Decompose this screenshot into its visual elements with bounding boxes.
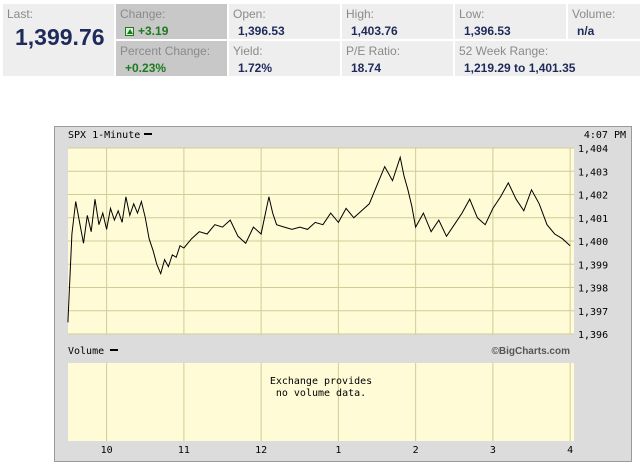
price-chart: SPX 1-Minute 4:07 PM Volume ©BigCharts.c… [54, 126, 632, 462]
chart-time: 4:07 PM [584, 130, 626, 141]
x-tick-label: 10 [101, 445, 113, 456]
volume-label: Volume: [572, 7, 616, 21]
yield-value: 1.72% [238, 61, 273, 75]
high-value: 1,403.76 [351, 24, 398, 38]
y-tick-label: 1,399 [578, 260, 608, 271]
up-arrow-icon [125, 27, 134, 36]
percent-change-cell: Percent Change: +0.23% [116, 41, 227, 76]
volume-cell: Volume: n/a [568, 4, 640, 39]
volume-title: Volume [68, 346, 104, 357]
y-tick-label: 1,398 [578, 284, 608, 295]
y-tick-label: 1,397 [578, 307, 608, 318]
last-label: Last: [7, 7, 34, 21]
price-legend-swatch [144, 133, 152, 135]
last-cell: Last: 1,399.76 [3, 4, 114, 76]
low-cell: Low: 1,396.53 [455, 4, 566, 39]
x-tick-label: 3 [490, 445, 496, 456]
low-value: 1,396.53 [464, 24, 511, 38]
yield-label: Yield: [233, 44, 263, 58]
open-label: Open: [233, 7, 266, 21]
y-tick-label: 1,403 [578, 167, 608, 178]
x-tick-label: 2 [413, 445, 419, 456]
x-axis-ticks: 10 11 12 1 2 3 4 [101, 445, 574, 456]
week52-value: 1,219.29 to 1,401.35 [464, 61, 576, 75]
y-tick-label: 1,404 [578, 144, 608, 155]
y-tick-label: 1,401 [578, 214, 608, 225]
open-cell: Open: 1,396.53 [229, 4, 340, 39]
y-tick-label: 1,400 [578, 237, 608, 248]
percent-change-value: +0.23% [125, 61, 167, 75]
volume-plot-area [68, 363, 574, 441]
x-tick-label: 4 [567, 445, 573, 456]
week52-cell: 52 Week Range: 1,219.29 to 1,401.35 [455, 41, 640, 76]
week52-label: 52 Week Range: [459, 44, 549, 58]
y-tick-label: 1,396 [578, 330, 608, 341]
low-label: Low: [459, 7, 485, 21]
percent-change-label: Percent Change: [120, 44, 211, 58]
pe-ratio-label: P/E Ratio: [346, 44, 401, 58]
x-tick-label: 12 [255, 445, 267, 456]
change-label: Change: [120, 7, 166, 21]
chart-credit: ©BigCharts.com [492, 346, 571, 357]
volume-value: n/a [577, 24, 595, 38]
chart-grid [68, 147, 574, 441]
change-value: +3.19 [138, 24, 169, 38]
y-axis-ticks: 1,404 1,403 1,402 1,401 1,400 1,399 1,398 1,397… [578, 144, 608, 341]
high-label: High: [346, 7, 375, 21]
chart-svg: SPX 1-Minute 4:07 PM Volume ©BigCharts.c… [67, 130, 626, 456]
pe-ratio-value: 18.74 [351, 61, 382, 75]
price-line [67, 155, 571, 323]
change-cell: Change: +3.19 [116, 4, 227, 39]
open-value: 1,396.53 [238, 24, 285, 38]
yield-cell: Yield: 1.72% [229, 41, 340, 76]
last-value: 1,399.76 [15, 24, 105, 50]
volume-legend-swatch [110, 349, 118, 351]
no-volume-line1: Exchange provides [270, 376, 372, 387]
change-value-wrap: +3.19 [125, 24, 168, 38]
y-tick-label: 1,402 [578, 191, 608, 202]
x-tick-label: 11 [178, 445, 190, 456]
price-title: SPX 1-Minute [68, 130, 140, 141]
no-volume-line2: no volume data. [276, 388, 366, 399]
high-cell: High: 1,403.76 [342, 4, 453, 39]
quote-summary: Last: 1,399.76 Change: +3.19 Percent Cha… [3, 4, 640, 76]
x-tick-label: 1 [335, 445, 341, 456]
pe-ratio-cell: P/E Ratio: 18.74 [342, 41, 453, 76]
